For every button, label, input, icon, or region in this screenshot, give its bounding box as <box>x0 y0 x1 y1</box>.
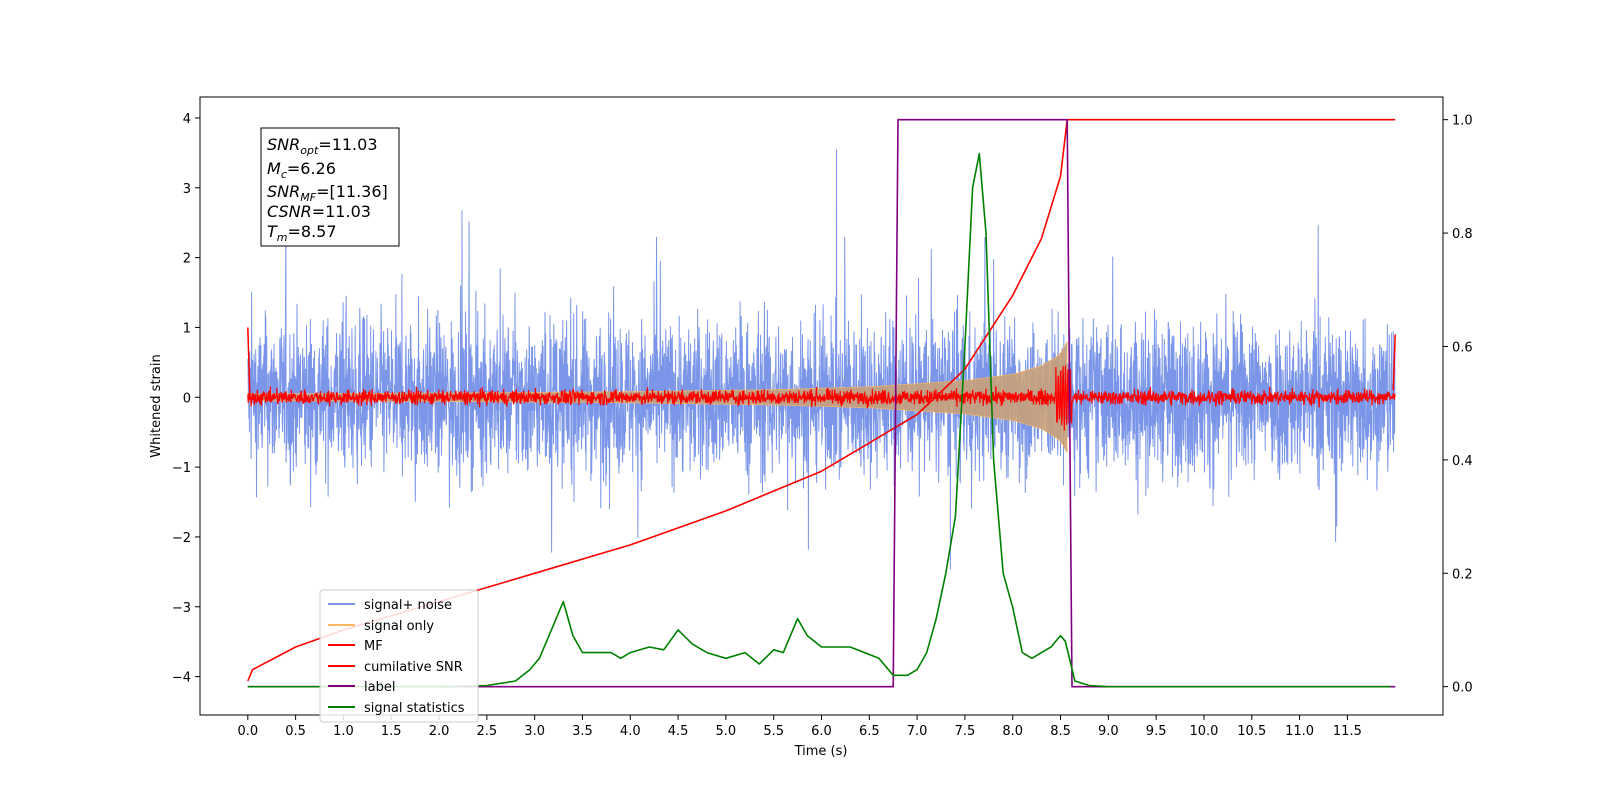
series-mf-edge-start <box>247 327 251 391</box>
x-tick-label: 6.0 <box>811 724 832 739</box>
x-tick-label: 0.5 <box>285 724 306 739</box>
legend-label-label: label <box>364 680 395 695</box>
x-tick-label: 6.5 <box>859 724 880 739</box>
y-tick-label: −4 <box>172 671 191 686</box>
y-tick-label: 1 <box>183 321 191 336</box>
x-tick-label: 1.5 <box>381 724 402 739</box>
x-tick-label: 4.0 <box>620 724 641 739</box>
legend-label-mf: MF <box>364 639 383 654</box>
y2-tick-label: 0.0 <box>1452 681 1473 696</box>
x-tick-label: 10.5 <box>1237 724 1266 739</box>
y-tick-label: −3 <box>172 601 191 616</box>
legend-label-cumulative-snr: cumilative SNR <box>364 660 463 675</box>
y-tick-label: 4 <box>183 112 191 127</box>
annotation-snr-opt: SNRopt=11.03 <box>267 135 378 157</box>
axes: 0.0 0.5 1.0 1.5 2.0 2.5 3.0 3.5 4.0 4.5 5.0 5.5 6.0 6… <box>172 112 1473 739</box>
annotation-mc: Mc=6.26 <box>267 159 336 181</box>
y-tick-label: 2 <box>183 252 191 267</box>
y2-tick-label: 0.2 <box>1452 567 1473 582</box>
legend-label-signal-only: signal only <box>364 619 434 634</box>
y2-tick-label: 1.0 <box>1452 114 1473 129</box>
x-tick-label: 7.5 <box>955 724 976 739</box>
y-axis-label: Whitened strain <box>149 354 164 457</box>
legend: signal+ noise signal only MF cumilative … <box>319 589 479 723</box>
annotation-csnr: CSNR=11.03 <box>267 202 371 221</box>
y2-tick-label: 0.8 <box>1452 227 1473 242</box>
x-tick-label: 2.0 <box>429 724 450 739</box>
x-tick-label: 0.0 <box>237 724 258 739</box>
y2-tick-label: 0.6 <box>1452 340 1473 355</box>
x-tick-label: 8.5 <box>1050 724 1071 739</box>
x-tick-label: 9.5 <box>1146 724 1167 739</box>
annotation-frame <box>260 127 400 247</box>
series-mf-edge-end <box>1392 334 1396 391</box>
annotation-snr-mf: SNRMF=[11.36] <box>267 182 388 204</box>
y-tick-label: −1 <box>172 461 191 476</box>
series-signal-statistics <box>247 152 1391 688</box>
legend-label-signal-noise: signal+ noise <box>364 598 452 613</box>
x-tick-label: 9.0 <box>1098 724 1119 739</box>
x-tick-label: 11.5 <box>1333 724 1362 739</box>
x-tick-label: 5.5 <box>763 724 784 739</box>
x-tick-label: 7.0 <box>907 724 928 739</box>
legend-frame <box>319 589 479 723</box>
y-tick-label: 3 <box>183 182 191 197</box>
series-mf <box>247 365 1396 431</box>
x-axis-label: Time (s) <box>794 744 848 759</box>
legend-label-signal-statistics: signal statistics <box>364 701 465 716</box>
x-tick-label: 11.0 <box>1285 724 1314 739</box>
x-tick-label: 8.0 <box>1002 724 1023 739</box>
series-signal-noise <box>247 149 1396 570</box>
y2-tick-label: 0.4 <box>1452 454 1473 469</box>
x-tick-label: 3.5 <box>572 724 593 739</box>
x-tick-label: 10.0 <box>1189 724 1218 739</box>
y-tick-label: −2 <box>172 531 191 546</box>
x-tick-label: 2.5 <box>477 724 498 739</box>
x-tick-label: 5.0 <box>716 724 737 739</box>
annotation-tm: Tm=8.57 <box>267 222 337 244</box>
x-tick-label: 3.0 <box>524 724 545 739</box>
x-tick-label: 1.0 <box>333 724 354 739</box>
y-tick-label: 0 <box>183 391 191 406</box>
annotation-box: SNRopt=11.03 Mc=6.26 SNRMF=[11.36] CSNR=… <box>260 127 400 247</box>
x-tick-label: 4.5 <box>668 724 689 739</box>
